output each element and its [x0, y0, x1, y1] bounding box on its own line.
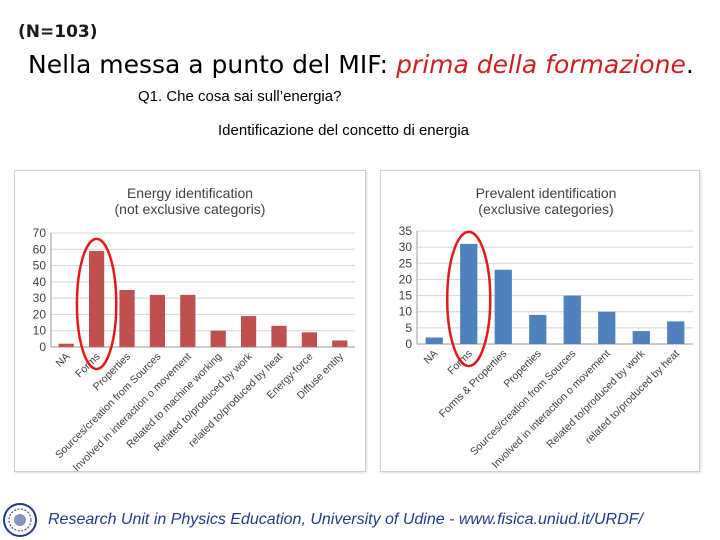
y-tick-label: 30 — [33, 291, 47, 305]
x-tick-label: NA — [54, 351, 73, 370]
chart-panel-prevalent-identification: Prevalent identification (exclusive categ… — [380, 170, 700, 472]
x-tick-label: Forms & Properties — [437, 348, 509, 420]
chart-title: Prevalent identification — [476, 185, 617, 201]
slide-title: Nella messa a punto del MIF: prima della… — [28, 50, 694, 79]
bar — [494, 269, 512, 344]
bar — [563, 295, 581, 344]
chart-energy-identification: Energy identification(not exclusive cate… — [33, 185, 355, 471]
y-tick-label: 10 — [33, 324, 47, 338]
y-tick-label: 30 — [399, 240, 413, 254]
bar — [301, 332, 317, 347]
bar — [210, 330, 226, 347]
y-tick-label: 35 — [399, 224, 413, 238]
y-tick-label: 25 — [399, 256, 413, 270]
bar — [180, 294, 196, 347]
chart-panel-energy-identification: Energy identification (not exclusive cate… — [14, 170, 366, 472]
y-tick-label: 0 — [405, 337, 412, 351]
bar — [632, 331, 650, 344]
question-text: Q1. Che cosa sai sull’energia? — [138, 88, 342, 105]
highlight-circle — [445, 230, 492, 368]
chart-title: Energy identification — [127, 185, 253, 201]
title-highlight: prima della formazione — [396, 50, 686, 79]
x-tick-label: NA — [422, 348, 441, 367]
y-tick-label: 20 — [33, 307, 47, 321]
bar — [271, 325, 287, 347]
y-tick-label: 10 — [399, 305, 413, 319]
section-subtitle: Identificazione del concetto di energia — [218, 122, 470, 139]
sample-size: (N=103) — [18, 22, 98, 42]
title-end: . — [685, 50, 694, 79]
bar — [529, 314, 547, 344]
highlight-circle — [75, 237, 118, 371]
title-plain: Nella messa a punto del MIF: — [28, 50, 397, 79]
y-tick-label: 70 — [33, 226, 47, 240]
chart-subtitle: (exclusive categories) — [478, 201, 613, 217]
bar — [149, 294, 165, 347]
bar — [598, 311, 616, 344]
bar — [332, 340, 348, 347]
y-tick-label: 20 — [399, 272, 413, 286]
bar — [241, 316, 257, 347]
y-tick-label: 50 — [33, 259, 47, 273]
bar — [58, 343, 74, 347]
y-tick-label: 5 — [405, 321, 412, 335]
y-tick-label: 0 — [39, 340, 46, 354]
chart-prevalent-identification: Prevalent identification(exclusive categ… — [399, 185, 693, 471]
bar — [119, 290, 135, 347]
university-seal-icon — [3, 503, 37, 537]
bar — [89, 250, 105, 347]
chart-subtitle: (not exclusive categoris) — [115, 201, 266, 217]
bar — [460, 243, 478, 344]
footer-text: Research Unit in Physics Education, Univ… — [48, 511, 643, 528]
bar — [425, 337, 443, 344]
y-tick-label: 40 — [33, 275, 47, 289]
y-tick-label: 60 — [33, 242, 47, 256]
bar — [667, 321, 685, 344]
y-tick-label: 15 — [399, 289, 413, 303]
